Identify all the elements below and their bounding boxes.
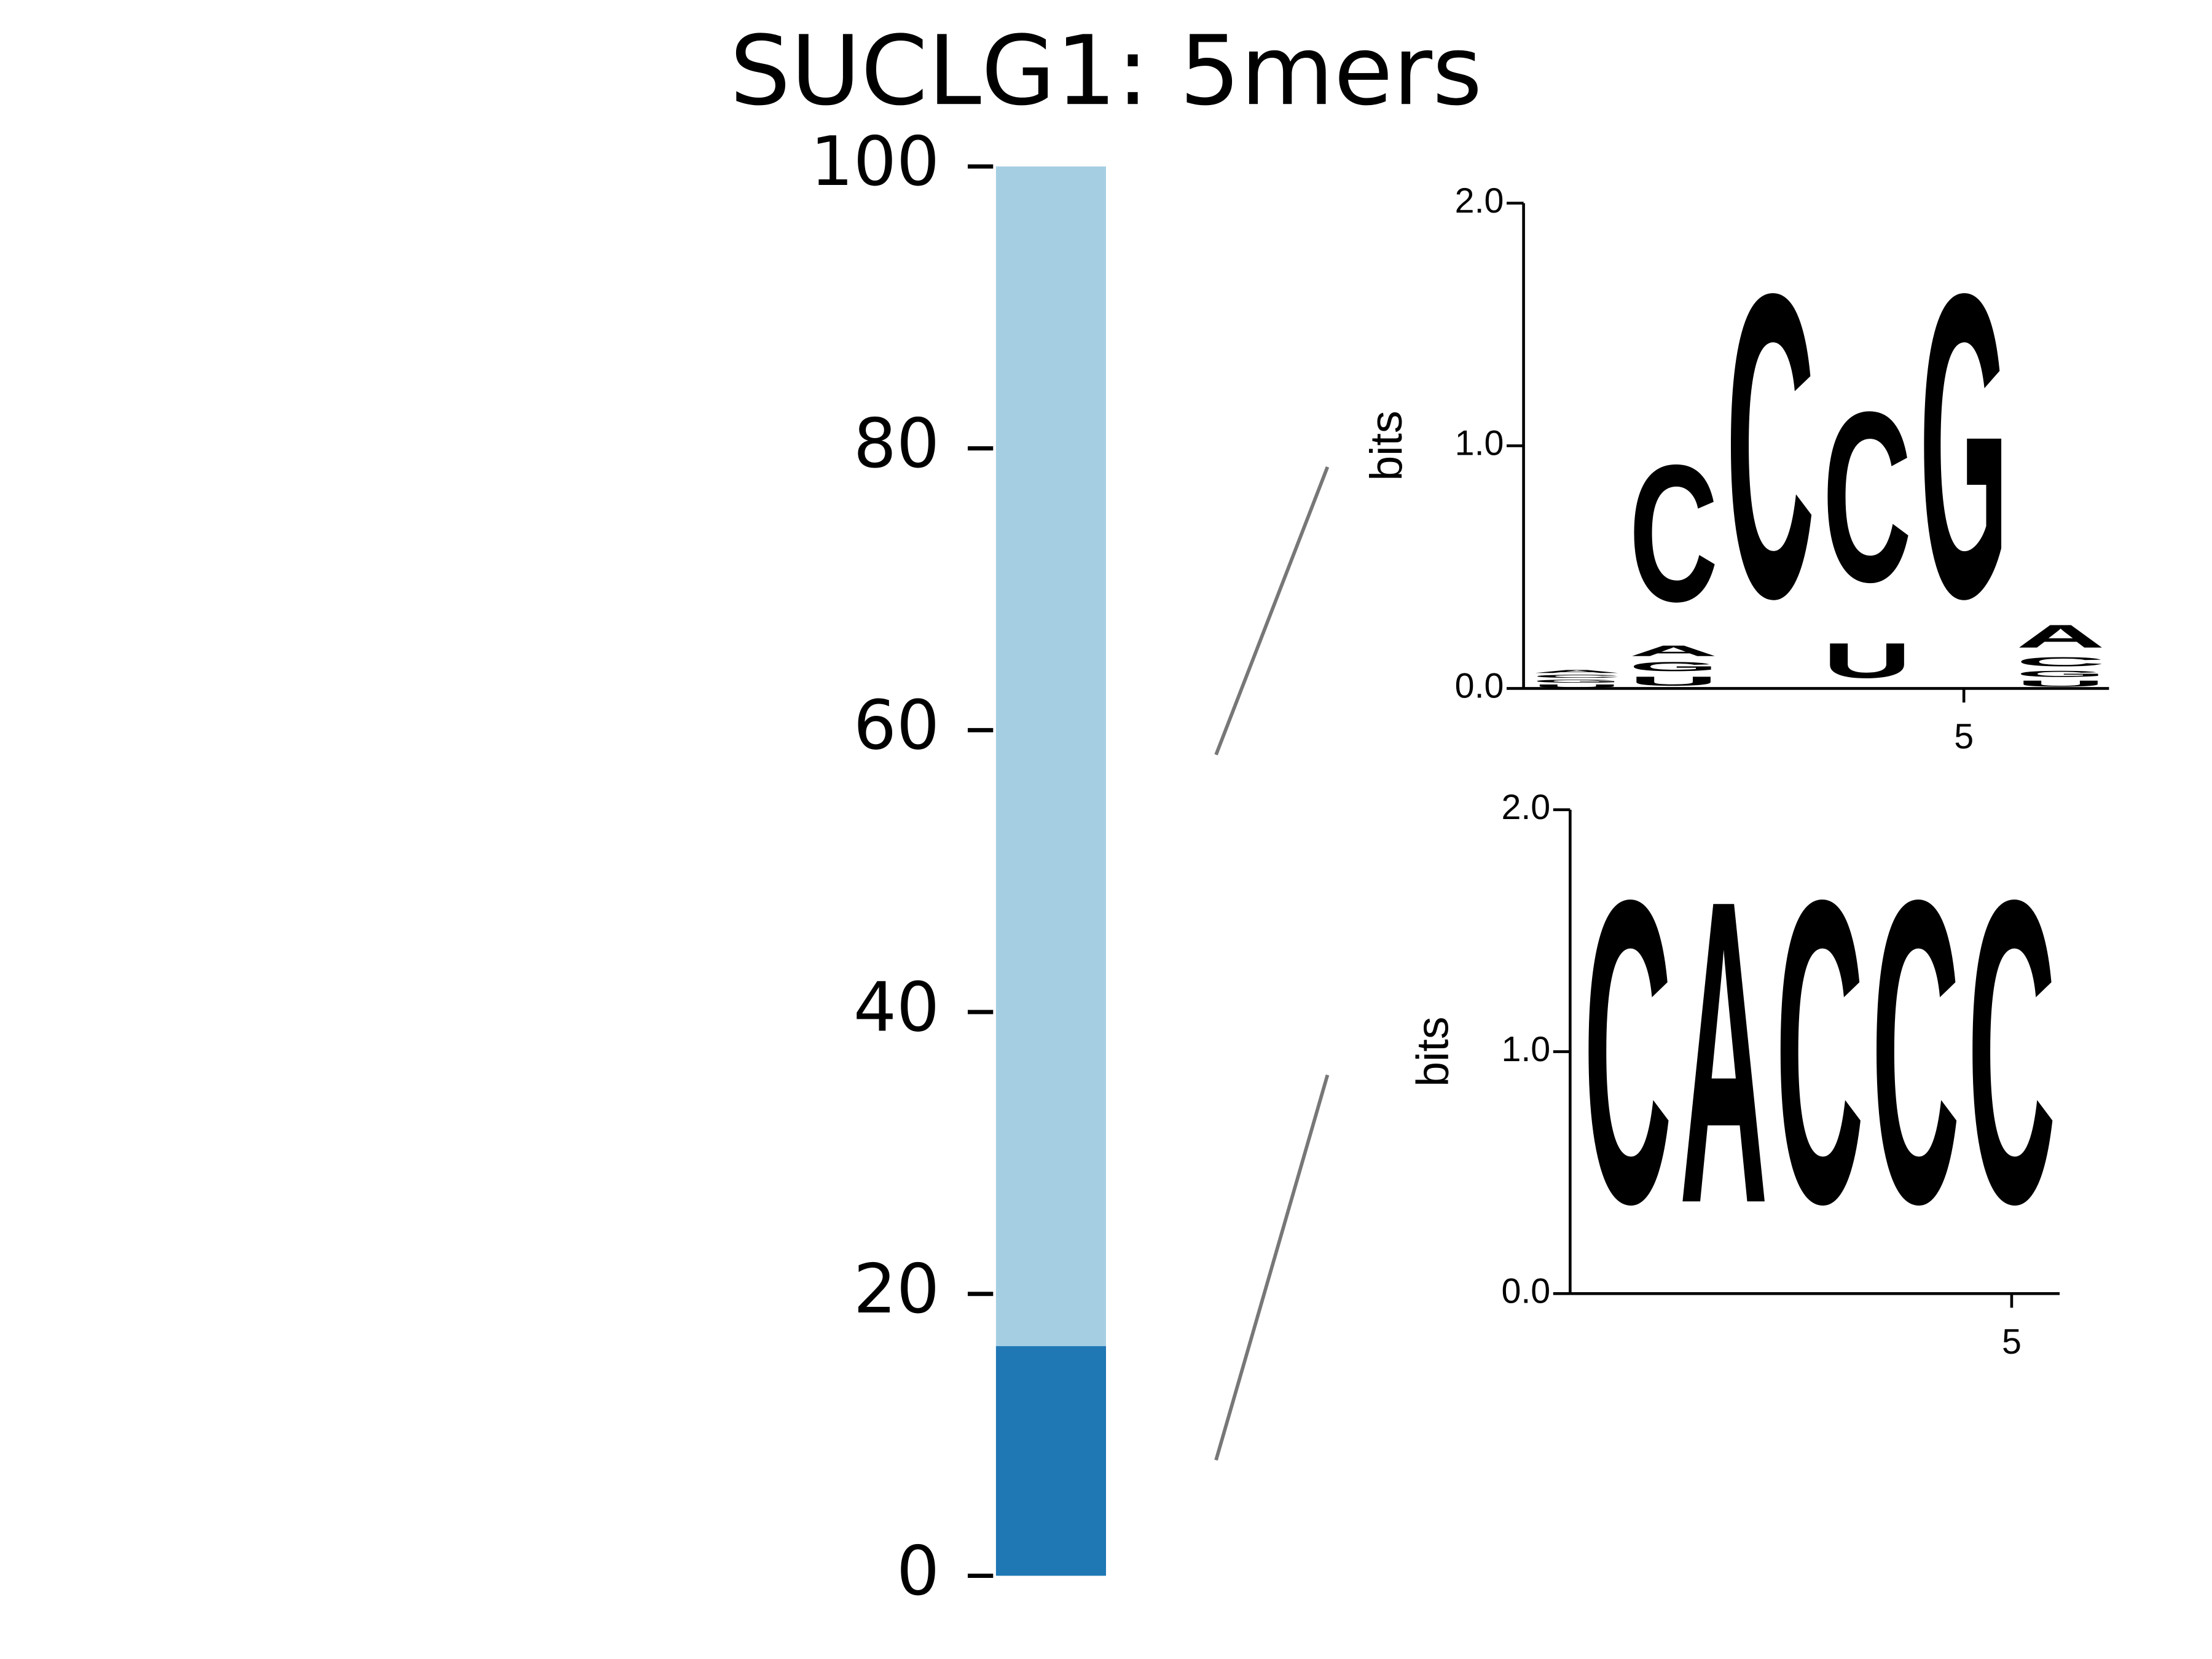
logo-letter: C bbox=[1629, 425, 1718, 643]
y-tick-label: 100 bbox=[810, 122, 939, 201]
y-tick-label: 0.0 bbox=[1455, 667, 1504, 706]
y-axis-label: bits bbox=[1407, 1016, 1458, 1086]
logo-letter: A bbox=[1532, 669, 1622, 674]
logo-letter: C bbox=[1967, 810, 2056, 1293]
y-tick-label: 0.0 bbox=[1501, 1272, 1550, 1311]
logo-letter: A bbox=[2016, 618, 2105, 654]
logo-letter: C bbox=[1583, 810, 1672, 1293]
y-tick-label: 2.0 bbox=[1455, 181, 1504, 221]
y-tick-label: 2.0 bbox=[1501, 788, 1550, 827]
logo-letter: U bbox=[1532, 684, 1622, 689]
logo-letter: C bbox=[1532, 674, 1622, 679]
connector bbox=[1214, 466, 1330, 756]
logo-letter: A bbox=[1629, 643, 1718, 659]
logo-letter: G bbox=[1629, 659, 1718, 674]
bar-segment bbox=[995, 1346, 1106, 1576]
logo-letter: G bbox=[1532, 679, 1622, 684]
logo-letter: U bbox=[1822, 633, 1912, 689]
logo-letter: G bbox=[2016, 669, 2105, 679]
logo-letter: C bbox=[1726, 203, 1815, 688]
logo-letter: C bbox=[1776, 810, 1864, 1293]
y-tick-label: 80 bbox=[853, 404, 939, 483]
y-tick-label: 1.0 bbox=[1455, 424, 1504, 463]
logo-letter: A bbox=[1679, 810, 1768, 1293]
y-tick-label: 0 bbox=[896, 1532, 939, 1610]
logo-letter: C bbox=[1822, 361, 1912, 632]
chart-title: SUCLG1: 5mers bbox=[730, 15, 1483, 127]
logo-letter: C bbox=[1872, 810, 1960, 1293]
y-tick-label: 1.0 bbox=[1501, 1030, 1550, 1069]
logo-letter: C bbox=[2016, 654, 2105, 669]
x-tick-label: 5 bbox=[1954, 717, 1974, 756]
x-tick-label: 5 bbox=[2002, 1322, 2022, 1362]
connector bbox=[1214, 1074, 1330, 1461]
y-axis-label: bits bbox=[1360, 410, 1411, 480]
logo-letter: U bbox=[2016, 679, 2105, 689]
y-tick-label: 40 bbox=[853, 968, 939, 1046]
y-tick-label: 20 bbox=[853, 1250, 939, 1328]
y-tick-label: 60 bbox=[853, 686, 939, 765]
logo-letter: U bbox=[1629, 674, 1718, 689]
bar-segment bbox=[995, 166, 1106, 1346]
logo-letter: G bbox=[1920, 205, 2009, 689]
